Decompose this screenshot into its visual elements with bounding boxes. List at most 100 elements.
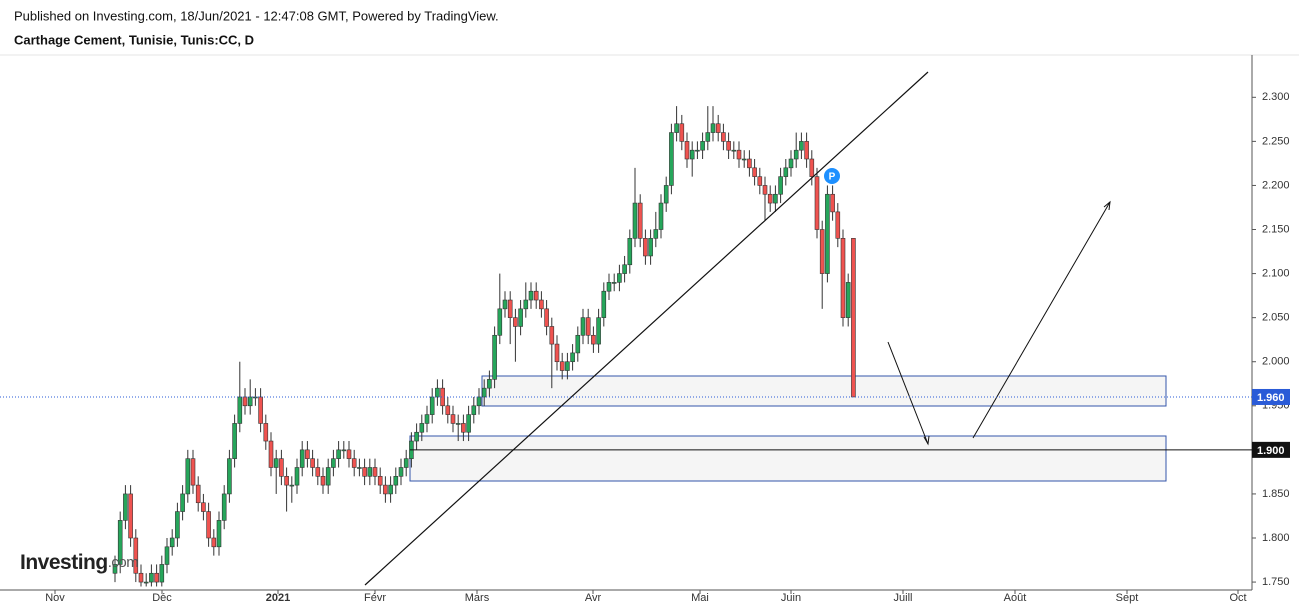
candle-body bbox=[169, 537, 175, 548]
candle-body bbox=[357, 467, 362, 469]
candle-body bbox=[175, 511, 180, 539]
candle-body bbox=[190, 458, 196, 486]
candle-body bbox=[367, 467, 373, 477]
candle-body bbox=[507, 299, 513, 318]
candle-body bbox=[258, 396, 263, 424]
x-tick-label: Nov bbox=[45, 592, 65, 604]
candle-body bbox=[617, 273, 622, 283]
candle-body bbox=[611, 282, 617, 284]
candle-body bbox=[851, 238, 856, 398]
y-tick-label: 2.300 bbox=[1262, 91, 1290, 103]
logo: Investing.com bbox=[20, 551, 138, 574]
candle-body bbox=[164, 546, 170, 565]
candle-body bbox=[247, 396, 253, 407]
x-tick-label: Juin bbox=[781, 592, 801, 604]
candle-body bbox=[570, 352, 575, 363]
candle-body bbox=[362, 467, 367, 477]
price-tag-label: 1.900 bbox=[1257, 445, 1285, 457]
candle-body bbox=[684, 141, 690, 160]
candle-body bbox=[159, 564, 165, 583]
candle-body bbox=[388, 484, 393, 495]
candle-body bbox=[414, 431, 419, 442]
candle-body bbox=[835, 211, 841, 239]
candle-body bbox=[403, 458, 409, 468]
x-tick-label: Déc bbox=[152, 592, 172, 604]
price-tag bbox=[1252, 388, 1290, 405]
candle-body bbox=[580, 317, 586, 336]
candle-body bbox=[461, 423, 466, 433]
y-tick-label: 2.000 bbox=[1262, 356, 1290, 368]
candle-body bbox=[767, 193, 773, 204]
candle-body bbox=[221, 493, 227, 521]
chart-title: Carthage Cement, Tunisie, Tunis:CC, D bbox=[14, 32, 254, 47]
candle-body bbox=[154, 572, 159, 583]
candle-body bbox=[133, 537, 139, 574]
candle-body bbox=[299, 449, 305, 468]
candle-body bbox=[497, 308, 503, 336]
candle-body bbox=[523, 299, 529, 310]
candle-body bbox=[351, 458, 357, 468]
candle-body bbox=[669, 132, 674, 186]
candle-body bbox=[596, 317, 601, 345]
candle-body bbox=[466, 414, 471, 433]
logo-text: Investing bbox=[20, 551, 108, 574]
candle-body bbox=[206, 511, 211, 539]
candle-body bbox=[554, 343, 560, 363]
candle-body bbox=[814, 176, 820, 230]
x-tick-label: 2021 bbox=[266, 592, 290, 604]
candle-body bbox=[112, 564, 118, 574]
arrow-down bbox=[887, 341, 929, 445]
candle-body bbox=[143, 581, 149, 584]
x-tick-label: Mai bbox=[691, 592, 709, 604]
candle-body bbox=[710, 123, 716, 133]
candle-body bbox=[622, 264, 627, 274]
y-tick-label: 2.250 bbox=[1262, 135, 1290, 147]
candle-body bbox=[201, 502, 206, 512]
arrow-head bbox=[1103, 200, 1111, 211]
candle-body bbox=[544, 308, 549, 327]
candle-body bbox=[273, 458, 279, 468]
y-tick-label: 1.800 bbox=[1262, 532, 1290, 544]
candle-body bbox=[481, 387, 487, 398]
header: Published on Investing.com, 18/Jun/2021 … bbox=[14, 8, 499, 23]
candle-body bbox=[575, 334, 581, 354]
candle-body bbox=[830, 193, 835, 213]
drawings bbox=[364, 71, 1111, 586]
candle-body bbox=[736, 149, 742, 160]
candle-body bbox=[471, 405, 477, 415]
x-tick-label: Févr bbox=[364, 592, 386, 604]
candle-body bbox=[585, 317, 591, 336]
candle-body bbox=[632, 202, 638, 239]
candle-body bbox=[429, 396, 435, 415]
x-tick-label: Oct bbox=[1229, 592, 1246, 604]
candle-body bbox=[320, 476, 326, 486]
candle-body bbox=[648, 238, 653, 257]
candle-body bbox=[315, 467, 321, 477]
candle-body bbox=[705, 132, 711, 142]
candle-body bbox=[372, 467, 378, 477]
candle-body bbox=[793, 149, 799, 160]
y-tick-label: 1.750 bbox=[1262, 576, 1290, 588]
candle-body bbox=[762, 185, 768, 195]
candle-body bbox=[336, 449, 341, 459]
candle-body bbox=[180, 493, 185, 512]
x-tick-label: Avr bbox=[585, 592, 602, 604]
candle-body bbox=[294, 467, 300, 486]
candle-body bbox=[819, 229, 825, 274]
candle-body bbox=[398, 467, 404, 477]
candle-body bbox=[658, 202, 664, 230]
candle-body bbox=[341, 449, 347, 452]
y-tick-label: 2.150 bbox=[1262, 223, 1290, 235]
candle-body bbox=[455, 423, 461, 425]
candle-body bbox=[747, 158, 752, 169]
candle-body bbox=[383, 484, 388, 495]
candle-body bbox=[242, 396, 248, 407]
candle-body bbox=[331, 458, 336, 468]
candle-body bbox=[450, 414, 456, 424]
logo-suffix: .com bbox=[108, 554, 139, 571]
candle-body bbox=[279, 458, 284, 477]
candle-body bbox=[325, 467, 331, 486]
candle-body bbox=[627, 238, 633, 266]
